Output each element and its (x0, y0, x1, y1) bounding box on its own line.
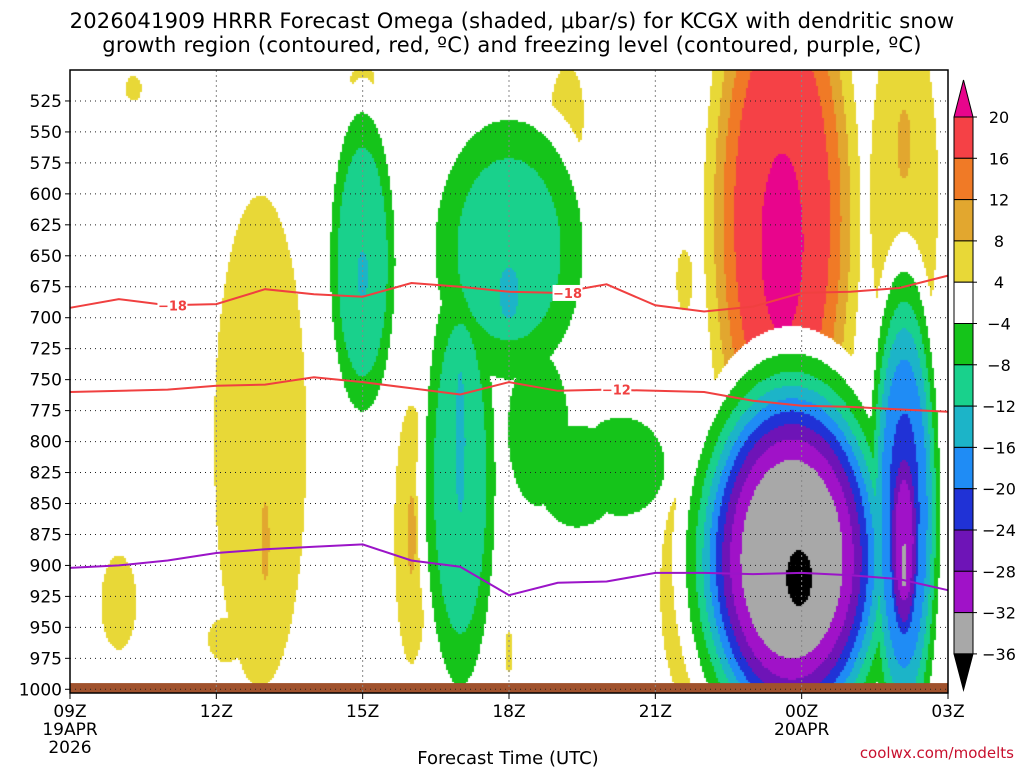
x-tick-label: 09Z (53, 702, 86, 722)
contour-line (69, 376, 949, 413)
y-tick-label: 800 (30, 433, 62, 453)
credit-link[interactable]: coolwx.com/modelts (860, 744, 1014, 762)
colorbar-label: 8 (994, 232, 1004, 251)
y-tick-label: 575 (30, 154, 62, 174)
colorbar-top-arrow (953, 79, 974, 118)
colorbar-label: −16 (982, 438, 1016, 457)
y-tick-label: 550 (30, 123, 62, 143)
x-tick-label: 00Z (785, 702, 818, 722)
colorbar: 20 16 12 8 4 −4 −8 −12 −16 −20 −24 −28 −32 −36 (953, 79, 1016, 692)
colorbar-segment (953, 323, 974, 366)
colorbar-label: −12 (982, 397, 1016, 416)
x-tick-label: 15Z (346, 702, 379, 722)
y-tick-label: 825 (30, 464, 62, 484)
contour-label: −12 (602, 384, 631, 399)
colorbar-label: −28 (982, 562, 1016, 581)
chart-title-line2: growth region (contoured, red, ºC) and f… (102, 33, 922, 57)
colorbar-label: −36 (982, 645, 1016, 664)
contour-label-background (552, 284, 583, 301)
colorbar-segment (953, 488, 974, 531)
y-tick-label: 950 (30, 618, 62, 638)
colorbar-segment (953, 281, 974, 325)
chart-title-line1: 2026041909 HRRR Forecast Omega (shaded, … (69, 9, 955, 33)
terrain-fill (70, 683, 948, 693)
y-tick-label: 725 (30, 340, 62, 360)
x-tick-label: 12Z (200, 702, 233, 722)
contour-label: −18 (158, 299, 187, 314)
colorbar-label: −24 (982, 521, 1016, 540)
colorbar-label: 20 (989, 108, 1009, 127)
colorbar-label: −32 (982, 604, 1016, 623)
colorbar-segment (953, 570, 974, 614)
y-tick-label: 625 (30, 216, 62, 236)
y-tick-label: 775 (30, 402, 62, 422)
x-axis-label: Forecast Time (UTC) (417, 748, 598, 768)
y-tick-label: 600 (30, 185, 62, 205)
contour-lines: −18 −18 −12 (69, 274, 949, 597)
contour-label-background (157, 297, 188, 314)
colorbar-segment (953, 612, 974, 655)
y-tick-label: 850 (30, 494, 62, 514)
colorbar-label: 12 (989, 191, 1009, 210)
y-tick-label: 1000 (19, 680, 62, 700)
y-tick-label: 750 (30, 371, 62, 391)
axes: 525 550 575 600 625 650 675 700 725 750 775 800 825 8… (19, 69, 965, 758)
colorbar-label: −4 (987, 315, 1011, 334)
x-tick-label: 03Z (931, 702, 964, 722)
contour-label-background (601, 381, 632, 398)
y-tick-label: 900 (30, 556, 62, 576)
contour-line (69, 543, 949, 597)
y-tick-label: 925 (30, 587, 62, 607)
colorbar-segment (953, 116, 974, 159)
y-tick-label: 700 (30, 309, 62, 329)
x-tick-label: 18Z (492, 702, 525, 722)
y-tick-label: 675 (30, 278, 62, 298)
x-tick-date: 19APR (42, 720, 98, 740)
x-tick-date: 20APR (774, 720, 830, 740)
colorbar-segment (953, 199, 974, 242)
y-tick-label: 975 (30, 649, 62, 669)
colorbar-segment (953, 157, 974, 201)
y-tick-label: 525 (30, 92, 62, 112)
colorbar-label: −8 (987, 356, 1011, 375)
colorbar-segment (953, 529, 974, 572)
x-tick-label: 21Z (639, 702, 672, 722)
terrain-band (70, 683, 948, 693)
contour-label: −18 (553, 287, 582, 302)
colorbar-segment (953, 240, 974, 283)
colorbar-segment (953, 405, 974, 448)
colorbar-segment (953, 446, 974, 490)
colorbar-bottom-arrow (953, 653, 974, 692)
colorbar-label: −20 (982, 480, 1016, 499)
y-tick-label: 875 (30, 525, 62, 545)
colorbar-segment (953, 364, 974, 407)
colorbar-label: 4 (994, 273, 1004, 292)
y-tick-label: 650 (30, 247, 62, 267)
contour-line (69, 274, 949, 313)
x-tick-year: 2026 (48, 738, 91, 758)
colorbar-label: 16 (989, 149, 1009, 168)
